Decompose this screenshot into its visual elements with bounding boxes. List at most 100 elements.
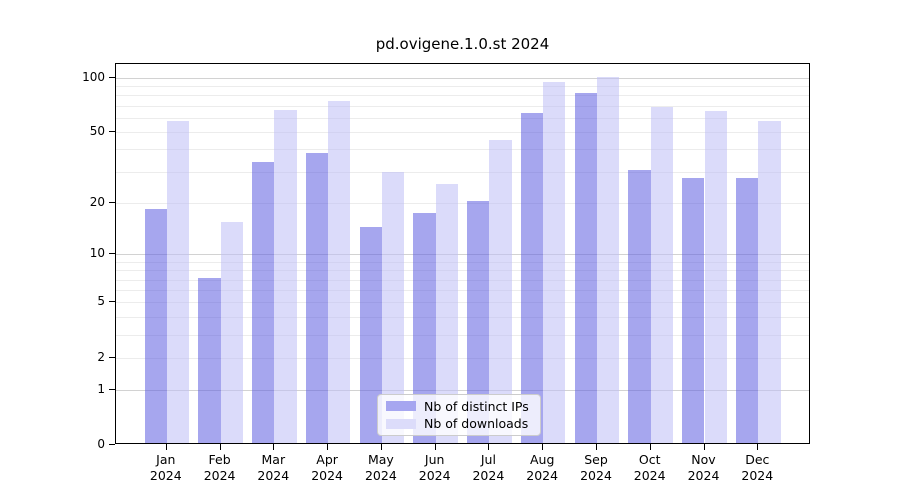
x-tick: [380, 444, 382, 450]
x-tick-label-year: 2024: [203, 468, 236, 483]
gridline-minor: [116, 290, 809, 292]
x-tick-label-year: 2024: [741, 468, 774, 483]
x-tick: [542, 444, 544, 450]
bar-downloads: [543, 82, 566, 443]
x-tick-label-month: Oct: [638, 452, 661, 467]
gridline-minor: [116, 261, 809, 263]
y-tick: [109, 253, 115, 255]
x-tick-label-year: 2024: [149, 468, 182, 483]
x-tick: [488, 444, 490, 450]
x-tick: [757, 444, 759, 450]
x-tick-label: Jul 2024: [456, 452, 520, 484]
legend-swatch-distinct-ips: [386, 401, 416, 412]
x-tick-label-month: Apr: [316, 452, 338, 467]
x-tick-label-year: 2024: [526, 468, 559, 483]
gridline-minor: [116, 302, 809, 304]
gridline-minor: [116, 279, 809, 281]
x-tick-label-year: 2024: [311, 468, 343, 483]
bar-downloads: [758, 121, 781, 443]
legend-item-distinct-ips: Nb of distinct IPs: [386, 398, 534, 415]
y-tick-label: 1: [97, 381, 105, 396]
x-tick-label: Jun 2024: [403, 452, 467, 484]
bar-downloads: [597, 77, 620, 443]
gridline-major: [116, 389, 809, 391]
gridline-minor: [116, 316, 809, 318]
gridline-minor: [116, 270, 809, 272]
y-tick: [109, 201, 115, 203]
y-tick-label: 100: [82, 69, 105, 84]
gridline-minor: [116, 357, 809, 359]
bar-distinct-ips: [682, 177, 705, 443]
x-tick-label-month: Nov: [691, 452, 716, 467]
gridline-minor: [116, 85, 809, 87]
x-tick: [165, 444, 167, 450]
x-tick-label-month: Jan: [156, 452, 176, 467]
bar-distinct-ips: [413, 212, 436, 443]
gridline-minor: [116, 105, 809, 107]
y-tick-label: 50: [89, 124, 105, 138]
x-tick-label: Oct 2024: [618, 452, 682, 484]
x-tick: [273, 444, 275, 450]
x-tick-label: Nov 2024: [672, 452, 736, 484]
x-tick-label-year: 2024: [633, 468, 666, 483]
bar-distinct-ips: [736, 177, 759, 443]
x-tick-label-year: 2024: [418, 468, 451, 483]
x-tick-label-month: May: [367, 452, 394, 467]
y-tick: [109, 301, 115, 303]
bar-distinct-ips: [305, 153, 329, 443]
y-tick-label: 0: [97, 437, 105, 451]
legend-label-downloads: Nb of downloads: [424, 416, 529, 432]
bar-downloads: [704, 110, 727, 443]
y-tick-label: 10: [89, 246, 105, 261]
y-tick: [109, 131, 115, 132]
x-tick-label-year: 2024: [257, 468, 290, 483]
legend-label-distinct-ips: Nb of distinct IPs: [424, 398, 529, 414]
x-tick-label: Apr 2024: [295, 452, 359, 484]
bar-distinct-ips: [574, 93, 597, 443]
x-tick: [327, 444, 329, 450]
x-tick-label-year: 2024: [364, 468, 397, 483]
bar-distinct-ips: [467, 200, 490, 443]
gridline-minor: [116, 132, 809, 133]
x-tick-label-month: Aug: [529, 452, 555, 467]
plot-area: [115, 63, 810, 444]
x-tick-label: Dec 2024: [725, 452, 789, 484]
x-tick-label: Aug 2024: [510, 452, 574, 484]
bar-downloads: [220, 222, 243, 443]
gridline-major: [116, 77, 809, 79]
bar-distinct-ips: [520, 113, 544, 443]
y-tick: [109, 444, 115, 445]
x-tick: [703, 444, 705, 450]
x-tick: [219, 444, 221, 450]
gridline-minor: [116, 149, 809, 151]
y-tick: [109, 356, 115, 358]
x-tick: [434, 444, 436, 450]
x-tick: [596, 444, 597, 450]
chart-title: pd.ovigene.1.0.st 2024: [375, 35, 550, 53]
bar-distinct-ips: [252, 162, 275, 443]
x-tick-label: Mar 2024: [241, 452, 305, 484]
bar-downloads: [650, 107, 673, 443]
x-tick-label-year: 2024: [580, 468, 612, 483]
x-tick-label: Jan 2024: [134, 452, 198, 484]
bar-downloads: [381, 172, 405, 443]
y-tick: [109, 76, 115, 78]
bar-distinct-ips: [144, 208, 167, 443]
x-tick: [649, 444, 651, 450]
x-tick-label-year: 2024: [472, 468, 505, 483]
x-tick-label-month: Mar: [261, 452, 286, 467]
y-tick-label: 20: [89, 194, 105, 209]
legend: Nb of distinct IPs Nb of downloads: [377, 394, 541, 436]
y-tick: [109, 388, 115, 390]
bar-downloads: [274, 109, 297, 443]
gridline-minor: [116, 202, 809, 204]
y-tick-label: 5: [97, 294, 105, 309]
x-tick-label-month: Jul: [480, 452, 496, 467]
x-tick-label: May 2024: [349, 452, 413, 484]
y-tick-label: 2: [97, 349, 105, 364]
x-tick-label-month: Feb: [208, 452, 231, 467]
bar-downloads: [166, 121, 190, 443]
gridline-major: [116, 254, 809, 256]
x-tick-label-month: Sep: [584, 452, 608, 467]
